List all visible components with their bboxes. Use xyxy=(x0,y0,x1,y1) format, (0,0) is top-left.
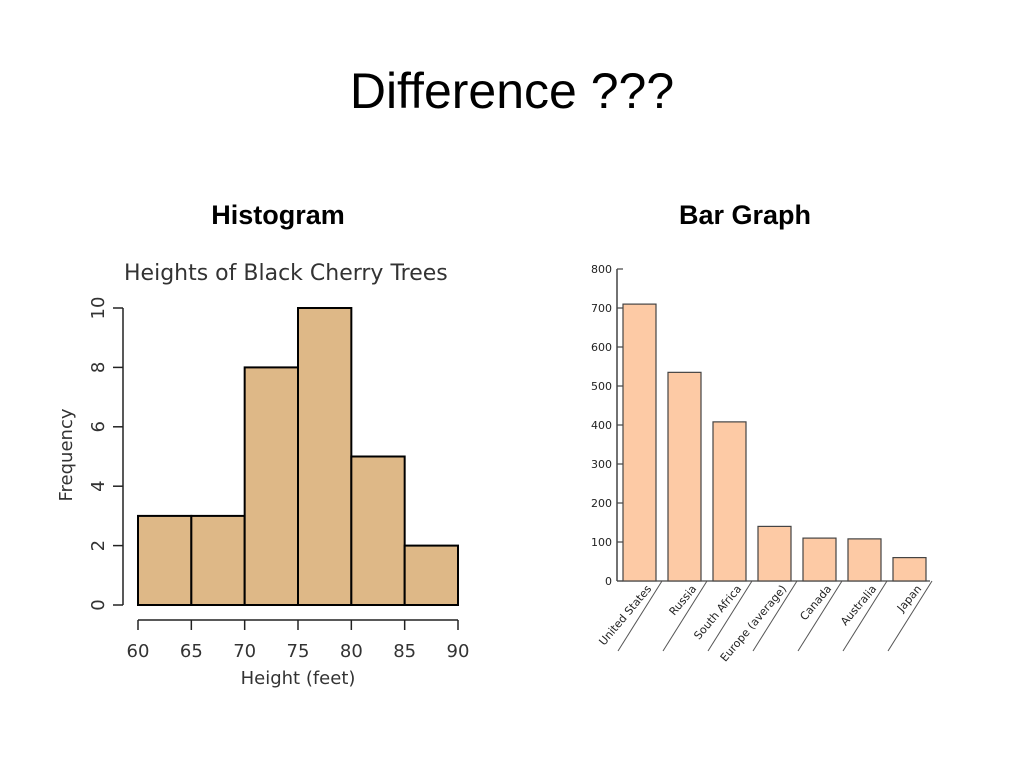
bar-label-divider xyxy=(797,580,843,652)
bar-label-divider xyxy=(617,580,663,652)
histogram-x-axis-label: Height (feet) xyxy=(241,668,356,689)
histogram-x-tick-label: 70 xyxy=(233,641,256,662)
histogram-y-tick-label: 2 xyxy=(88,540,109,551)
histogram-x-tick-label: 90 xyxy=(447,641,470,662)
bar-y-tick-label: 600 xyxy=(591,341,612,354)
histogram-title: Heights of Black Cherry Trees xyxy=(124,261,448,286)
bar-y-tick-label: 400 xyxy=(591,419,612,432)
bar-category-label: Japan xyxy=(894,583,924,616)
histogram-bar xyxy=(243,366,300,606)
bar-category-label: Australia xyxy=(838,583,879,629)
histogram-y-tick-label: 4 xyxy=(88,480,109,491)
histogram-x-tick-label: 75 xyxy=(287,641,310,662)
histogram-y-tick-label: 6 xyxy=(88,421,109,432)
bar-y-tick-label: 800 xyxy=(591,263,612,276)
histogram-x-tick-label: 65 xyxy=(180,641,203,662)
histogram-y-tick-label: 0 xyxy=(88,599,109,610)
histogram-y-axis-label: Frequency xyxy=(56,408,77,501)
histogram-bar xyxy=(350,455,406,606)
bar-graph-bar xyxy=(622,303,657,582)
bar-y-tick-label: 200 xyxy=(591,497,612,510)
histogram-bar xyxy=(190,514,246,607)
bar-graph-bar xyxy=(802,537,837,582)
histogram-x-tick-label: 85 xyxy=(393,641,416,662)
bar-graph-bar xyxy=(847,538,882,582)
histogram-heading: Histogram xyxy=(211,200,345,230)
histogram-bar xyxy=(137,514,193,607)
bar-label-divider xyxy=(707,580,753,652)
histogram-y-tick-label: 8 xyxy=(88,362,109,373)
slide-title: Difference ??? xyxy=(349,63,675,119)
bar-y-tick-label: 700 xyxy=(591,302,612,315)
bar-y-tick-label: 100 xyxy=(591,536,612,549)
histogram-x-tick-label: 60 xyxy=(127,641,150,662)
bar-graph-bar xyxy=(757,525,792,582)
histogram-bar xyxy=(403,544,459,606)
histogram-y-tick-label: 10 xyxy=(88,297,109,320)
histogram-bar xyxy=(297,307,353,606)
bar-y-tick-label: 300 xyxy=(591,458,612,471)
bar-category-label: United States xyxy=(596,582,654,648)
histogram-x-tick-label: 80 xyxy=(340,641,363,662)
bar-y-tick-label: 500 xyxy=(591,380,612,393)
bar-label-divider xyxy=(752,580,798,652)
bar-graph-bar xyxy=(667,371,702,582)
bar-label-divider xyxy=(842,580,888,652)
bar-label-divider xyxy=(887,580,933,652)
bar-label-divider xyxy=(662,580,708,652)
bar-graph-heading: Bar Graph xyxy=(678,200,812,230)
bar-y-tick-label: 0 xyxy=(605,575,612,588)
bar-graph-bar xyxy=(892,556,927,582)
bar-graph-bar xyxy=(712,421,747,582)
